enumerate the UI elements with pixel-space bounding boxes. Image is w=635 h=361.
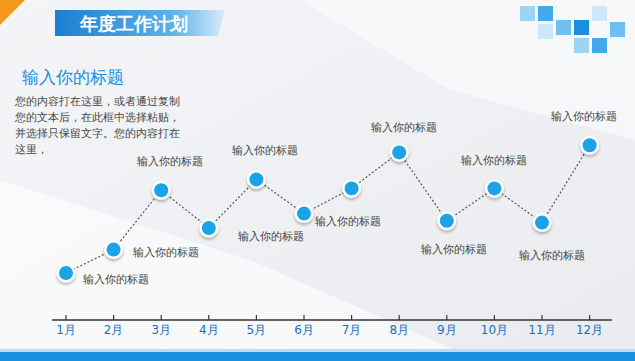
annotation: 输入你的标题 — [421, 243, 487, 255]
x-tick — [208, 315, 209, 320]
x-tick — [351, 315, 352, 320]
banner — [55, 10, 225, 36]
marker — [199, 219, 218, 238]
x-tick-label: 6月 — [294, 323, 314, 337]
marker-ring — [247, 170, 266, 189]
deco-square — [574, 20, 589, 35]
annotation: 输入你的标题 — [371, 121, 437, 133]
x-tick-label: 9月 — [437, 323, 457, 337]
marker — [485, 179, 504, 198]
x-tick — [65, 315, 66, 320]
annotation: 输入你的标题 — [137, 155, 203, 167]
marker-dot — [392, 145, 406, 159]
x-tick — [256, 315, 257, 320]
body-text: 您的文本后，在此框中选择粘贴， — [14, 111, 180, 124]
marker-ring — [199, 219, 218, 238]
x-tick-label: 7月 — [342, 323, 362, 337]
marker-ring — [437, 211, 456, 230]
marker-ring — [57, 264, 76, 283]
marker-dot — [440, 214, 454, 228]
x-tick-label: 11月 — [528, 323, 555, 337]
marker — [533, 213, 552, 232]
deco-square — [610, 22, 625, 37]
marker-dot — [297, 207, 311, 221]
marker — [580, 136, 599, 155]
deco-square — [520, 6, 535, 21]
bottom-bar-line — [0, 349, 635, 352]
marker-dot — [107, 243, 121, 257]
marker-ring — [104, 240, 123, 259]
bottom-bar — [0, 352, 635, 361]
deco-square — [574, 38, 589, 53]
deco-square — [538, 6, 553, 21]
marker-dot — [202, 221, 216, 235]
annotation: 输入你的标题 — [519, 249, 585, 261]
marker-ring — [533, 213, 552, 232]
annotation: 输入你的标题 — [551, 110, 617, 122]
x-tick-label: 8月 — [389, 323, 409, 337]
x-axis — [52, 319, 612, 321]
body-text: 您的内容打在这里，或者通过复制 — [14, 95, 180, 108]
slide: 年度工作计划输入你的标题您的内容打在这里，或者通过复制您的文本后，在此框中选择粘… — [0, 0, 635, 361]
x-tick-label: 1月 — [56, 323, 76, 337]
body-text: 并选择只保留文字。您的内容打在 — [15, 127, 180, 140]
marker — [247, 170, 266, 189]
marker-dot — [249, 172, 263, 186]
marker-ring — [342, 179, 361, 198]
heading: 输入你的标题 — [22, 67, 124, 87]
annotation: 输入你的标题 — [238, 230, 304, 242]
x-tick — [113, 315, 114, 320]
x-tick-label: 10月 — [481, 323, 508, 337]
x-tick-label: 12月 — [576, 323, 603, 337]
annotation: 输入你的标题 — [232, 144, 298, 156]
deco-square — [538, 24, 553, 39]
body-text: 这里， — [15, 143, 48, 156]
x-tick-label: 2月 — [104, 323, 124, 337]
marker-ring — [295, 204, 314, 223]
marker-ring — [152, 181, 171, 200]
marker-dot — [583, 138, 597, 152]
x-tick — [589, 315, 590, 320]
marker — [152, 181, 171, 200]
marker-dot — [345, 181, 359, 195]
marker-dot — [154, 183, 168, 197]
marker — [295, 204, 314, 223]
marker-ring — [580, 136, 599, 155]
annotation: 输入你的标题 — [461, 154, 527, 166]
plot-area — [57, 136, 600, 283]
marker-dot — [59, 266, 73, 280]
annotation: 输入你的标题 — [83, 273, 149, 285]
line — [66, 145, 590, 273]
bg-facet — [0, 180, 480, 361]
marker-dot — [487, 181, 501, 195]
annotation: 输入你的标题 — [315, 215, 381, 227]
annotation: 输入你的标题 — [133, 246, 199, 258]
marker-ring — [485, 179, 504, 198]
bg-facet — [300, 0, 635, 140]
marker — [104, 240, 123, 259]
marker-dot — [535, 216, 549, 230]
deco-square — [556, 20, 571, 35]
banner-title: 年度工作计划 — [79, 13, 188, 34]
marker — [342, 179, 361, 198]
deco-square — [592, 6, 607, 21]
x-tick-label: 4月 — [199, 323, 219, 337]
x-tick — [303, 315, 304, 320]
marker — [437, 211, 456, 230]
x-tick — [494, 315, 495, 320]
x-tick-label: 5月 — [247, 323, 267, 337]
background — [0, 0, 635, 361]
marker-ring — [390, 143, 409, 162]
marker — [57, 264, 76, 283]
marker — [390, 143, 409, 162]
corner-triangle — [0, 0, 25, 25]
deco-square — [592, 38, 607, 53]
x-tick — [541, 315, 542, 320]
x-tick-label: 3月 — [151, 323, 171, 337]
x-tick — [446, 315, 447, 320]
x-tick — [161, 315, 162, 320]
x-tick — [399, 315, 400, 320]
